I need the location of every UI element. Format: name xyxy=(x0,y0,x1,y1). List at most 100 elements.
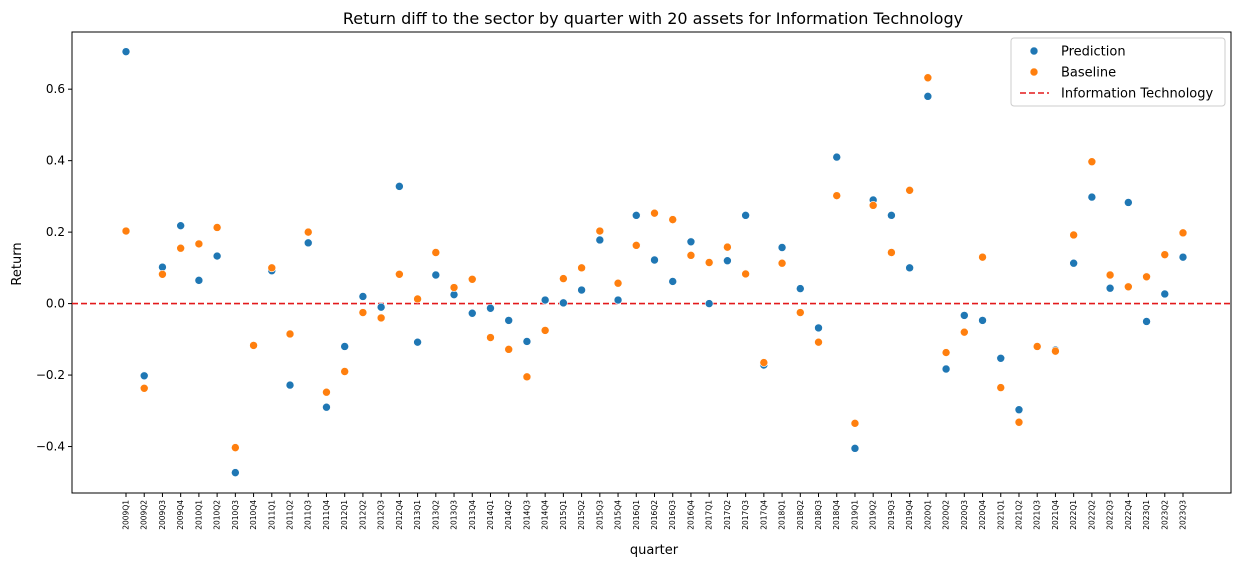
x-tick-label: 2017Q2 xyxy=(723,500,732,530)
baseline-point xyxy=(395,269,404,279)
chart-title: Return diff to the sector by quarter wit… xyxy=(343,9,963,28)
prediction-point xyxy=(668,277,678,286)
baseline-point xyxy=(285,329,295,339)
x-tick-label: 2020Q3 xyxy=(960,500,969,530)
y-tick-label: 0.6 xyxy=(46,82,65,96)
x-tick-label: 2012Q3 xyxy=(377,500,386,530)
x-tick-label: 2018Q2 xyxy=(796,500,805,530)
baseline-point xyxy=(431,248,441,257)
baseline-point xyxy=(832,191,842,200)
legend-label: Prediction xyxy=(1061,45,1126,60)
x-tick-label: 2009Q2 xyxy=(140,500,149,530)
x-tick-label: 2015Q4 xyxy=(614,500,623,530)
x-tick-label: 2020Q4 xyxy=(978,500,987,530)
x-tick-label: 2009Q3 xyxy=(158,500,167,530)
prediction-point xyxy=(285,380,295,390)
baseline-point xyxy=(978,252,987,262)
prediction-point xyxy=(723,256,732,266)
prediction-point xyxy=(212,251,222,261)
prediction-point xyxy=(686,237,696,247)
baseline-point xyxy=(850,419,860,428)
baseline-point xyxy=(759,358,769,367)
prediction-point xyxy=(176,221,185,230)
x-tick-label: 2023Q1 xyxy=(1142,500,1151,530)
baseline-point xyxy=(613,278,623,288)
x-tick-label: 2019Q1 xyxy=(850,500,859,530)
x-tick-label: 2010Q3 xyxy=(231,500,240,530)
baseline-point xyxy=(996,383,1006,392)
prediction-point xyxy=(1014,405,1024,415)
baseline-point xyxy=(650,208,659,218)
prediction-point xyxy=(996,353,1006,363)
baseline-point xyxy=(1069,230,1078,240)
baseline-point xyxy=(905,186,914,195)
baseline-point xyxy=(194,239,204,249)
baseline-point xyxy=(887,248,896,257)
legend-marker xyxy=(1029,46,1039,56)
x-tick-label: 2021Q4 xyxy=(1051,500,1060,530)
y-tick-label: −0.2 xyxy=(36,368,65,382)
x-tick-label: 2012Q1 xyxy=(340,500,349,530)
prediction-point xyxy=(158,262,167,272)
prediction-point xyxy=(322,402,331,412)
x-tick-label: 2022Q4 xyxy=(1124,500,1133,530)
baseline-point xyxy=(504,345,514,354)
y-axis-label: Return xyxy=(10,242,25,285)
x-tick-label: 2020Q2 xyxy=(942,500,951,530)
baseline-point xyxy=(1105,270,1115,280)
prediction-point xyxy=(121,47,131,56)
legend-label: Baseline xyxy=(1061,66,1116,81)
legend-item-baseline: Baseline xyxy=(1029,66,1116,81)
x-tick-label: 2013Q3 xyxy=(450,500,459,530)
baseline-point xyxy=(249,341,258,350)
prediction-point xyxy=(595,235,605,245)
baseline-point xyxy=(303,227,313,237)
prediction-point xyxy=(231,468,240,477)
x-axis-label: quarter xyxy=(630,543,679,558)
x-tick-label: 2011Q4 xyxy=(322,500,331,530)
baseline-point xyxy=(267,263,277,273)
baseline-point xyxy=(1051,346,1060,356)
prediction-point xyxy=(467,308,477,318)
baseline-point xyxy=(340,367,349,376)
prediction-point xyxy=(1087,192,1097,202)
chart-legend: Prediction Baseline Information Technology xyxy=(1010,37,1226,107)
x-tick-label: 2013Q4 xyxy=(468,500,477,530)
x-tick-label: 2013Q2 xyxy=(431,500,440,530)
y-tick-label: −0.4 xyxy=(36,440,65,454)
baseline-point xyxy=(1087,157,1097,167)
plot-frame xyxy=(71,31,1232,494)
prediction-point xyxy=(1124,198,1133,207)
prediction-point xyxy=(960,311,969,320)
prediction-point xyxy=(741,211,750,220)
prediction-point xyxy=(376,302,386,312)
baseline-point xyxy=(522,372,532,382)
baseline-point xyxy=(376,313,386,323)
prediction-point xyxy=(303,238,313,248)
prediction-point xyxy=(1105,283,1115,293)
x-tick-label: 2009Q1 xyxy=(122,500,131,530)
baseline-point xyxy=(139,383,149,393)
prediction-point xyxy=(540,295,550,305)
prediction-point xyxy=(631,211,641,220)
prediction-point xyxy=(358,292,368,301)
prediction-point xyxy=(413,337,422,347)
baseline-point xyxy=(577,263,586,273)
x-tick-label: 2015Q3 xyxy=(595,500,604,530)
x-tick-label: 2010Q4 xyxy=(249,500,258,530)
x-tick-label: 2018Q1 xyxy=(778,500,787,530)
x-tick-label: 2023Q3 xyxy=(1179,500,1188,530)
baseline-point xyxy=(686,251,696,260)
prediction-point xyxy=(486,303,495,313)
x-tick-label: 2023Q2 xyxy=(1160,500,1169,530)
baseline-point xyxy=(960,327,969,337)
baseline-point xyxy=(777,258,787,268)
x-tick-label: 2012Q4 xyxy=(395,500,404,530)
x-tick-label: 2021Q1 xyxy=(996,500,1005,530)
x-tick-label: 2017Q4 xyxy=(759,500,768,530)
prediction-point xyxy=(1142,317,1151,326)
legend-box xyxy=(1010,37,1226,107)
prediction-point xyxy=(395,182,404,191)
